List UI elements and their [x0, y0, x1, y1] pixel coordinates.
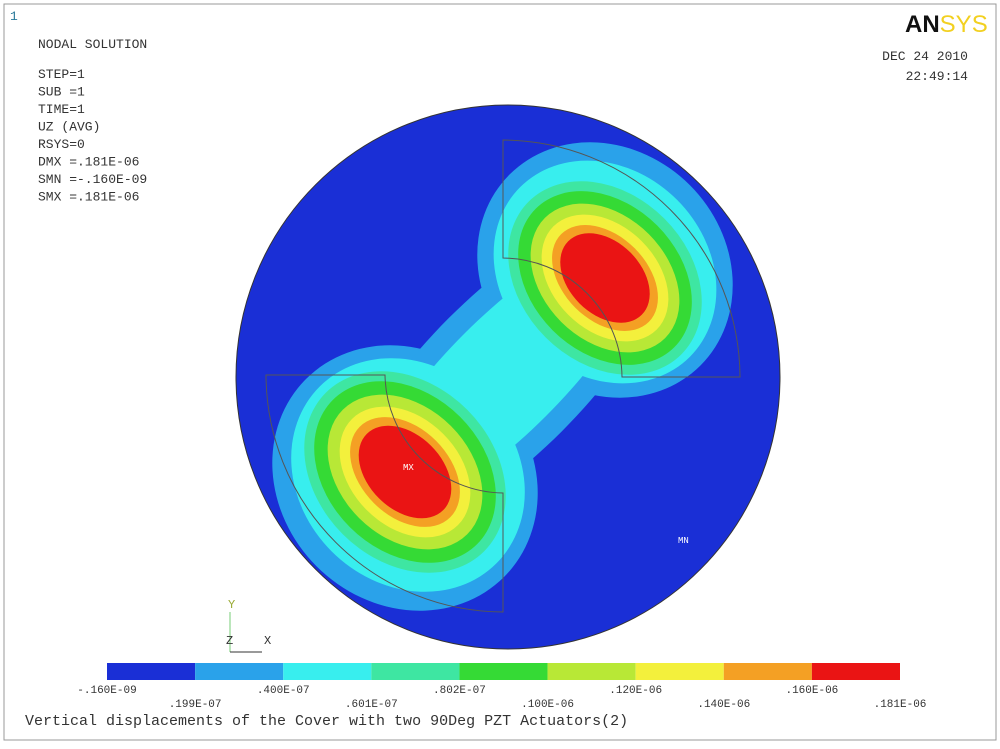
logo-an: AN — [905, 11, 940, 38]
legend-swatch — [371, 663, 460, 680]
legend-swatch — [283, 663, 372, 680]
legend-swatch — [459, 663, 548, 680]
legend-label: .199E-07 — [169, 699, 222, 711]
info-line: SMN =-.160E-09 — [38, 172, 147, 187]
info-line: STEP=1 — [38, 67, 85, 82]
info-line: TIME=1 — [38, 102, 85, 117]
info-line: DMX =.181E-06 — [38, 155, 139, 170]
legend-label: .100E-06 — [521, 699, 574, 711]
legend-swatch — [547, 663, 636, 680]
legend-swatch — [195, 663, 284, 680]
legend-swatch — [107, 663, 196, 680]
window-number: 1 — [10, 9, 18, 24]
legend-label: .400E-07 — [257, 685, 310, 697]
logo: ANSYS — [905, 11, 988, 38]
triad-x: X — [264, 634, 271, 648]
info-line: SMX =.181E-06 — [38, 190, 139, 205]
date: DEC 24 2010 — [882, 49, 968, 64]
legend-swatch — [723, 663, 812, 680]
legend-swatch — [635, 663, 724, 680]
legend-label: .181E-06 — [874, 699, 927, 711]
disk-outline — [235, 104, 781, 650]
time: 22:49:14 — [906, 69, 969, 84]
min-marker: MN — [678, 536, 689, 546]
axis-triad: Y Z X — [226, 598, 271, 653]
triad-y: Y — [228, 598, 235, 612]
triad-z: Z — [226, 634, 233, 648]
footer-caption: Vertical displacements of the Cover with… — [25, 713, 628, 730]
info-line: NODAL SOLUTION — [38, 37, 147, 52]
max-marker: MX — [403, 463, 414, 473]
legend-label: .140E-06 — [697, 699, 750, 711]
logo-sys: SYS — [940, 11, 988, 38]
contour-plot — [236, 105, 780, 649]
legend-label: .120E-06 — [609, 685, 662, 697]
legend-swatch — [811, 663, 900, 680]
legend-label: .160E-06 — [785, 685, 838, 697]
info-line: SUB =1 — [38, 85, 85, 100]
info-block: NODAL SOLUTION STEP=1 SUB =1 TIME=1 UZ (AVG)… — [38, 37, 147, 205]
info-line: RSYS=0 — [38, 137, 85, 152]
info-line: UZ (AVG) — [38, 120, 100, 135]
legend: -.160E-09 .199E-07 .400E-07 .601E-07 .802E-0… — [77, 663, 926, 711]
legend-label: -.160E-09 — [77, 685, 136, 697]
legend-label: .802E-07 — [433, 685, 486, 697]
legend-label: .601E-07 — [345, 699, 398, 711]
